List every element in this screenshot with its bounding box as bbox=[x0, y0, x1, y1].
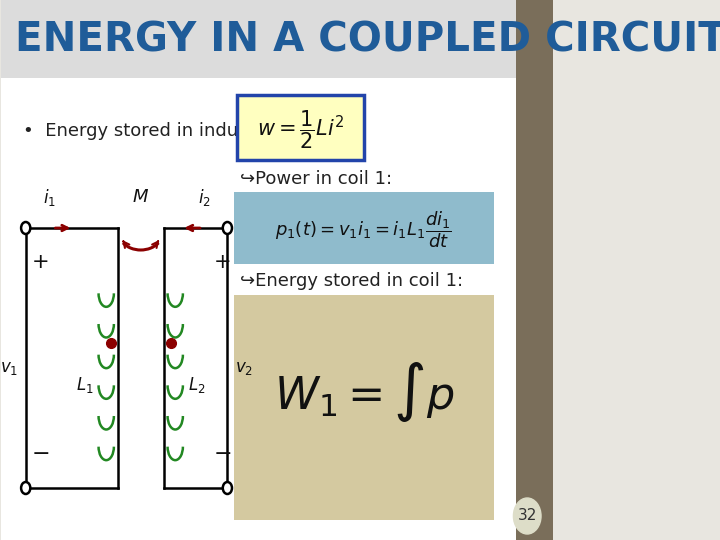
Text: −: − bbox=[32, 444, 50, 464]
Text: +: + bbox=[32, 252, 50, 272]
Text: ↪Power in coil 1:: ↪Power in coil 1: bbox=[240, 170, 392, 188]
Text: −: − bbox=[214, 444, 233, 464]
Text: $w = \dfrac{1}{2}Li^2$: $w = \dfrac{1}{2}Li^2$ bbox=[257, 108, 344, 151]
Circle shape bbox=[21, 482, 30, 494]
Text: $v_2$: $v_2$ bbox=[235, 359, 253, 377]
Text: $i_1$: $i_1$ bbox=[42, 187, 55, 208]
Bar bbox=[233, 192, 494, 264]
Text: $W_1 = \int p$: $W_1 = \int p$ bbox=[274, 361, 454, 424]
Text: •  Energy stored in inductor is:: • Energy stored in inductor is: bbox=[22, 122, 300, 140]
Text: $M$: $M$ bbox=[132, 188, 149, 206]
Bar bbox=[1, 0, 553, 78]
Text: $i_2$: $i_2$ bbox=[198, 187, 211, 208]
Text: ENERGY IN A COUPLED CIRCUIT: ENERGY IN A COUPLED CIRCUIT bbox=[15, 21, 720, 61]
Circle shape bbox=[513, 498, 541, 534]
Bar bbox=[233, 295, 494, 520]
Bar bbox=[1, 78, 516, 540]
Text: $v_1$: $v_1$ bbox=[0, 359, 18, 377]
Circle shape bbox=[21, 222, 30, 234]
Text: 32: 32 bbox=[518, 509, 537, 523]
Text: +: + bbox=[214, 252, 231, 272]
Circle shape bbox=[222, 222, 232, 234]
Text: $p_1(t) = v_1 i_1 = i_1 L_1 \dfrac{di_1}{dt}$: $p_1(t) = v_1 i_1 = i_1 L_1 \dfrac{di_1}… bbox=[275, 210, 452, 251]
Bar bbox=[238, 95, 364, 160]
Bar bbox=[516, 0, 553, 540]
Circle shape bbox=[222, 482, 232, 494]
Text: $L_2$: $L_2$ bbox=[188, 375, 206, 395]
Text: ↪Energy stored in coil 1:: ↪Energy stored in coil 1: bbox=[240, 272, 464, 290]
Text: $L_1$: $L_1$ bbox=[76, 375, 93, 395]
